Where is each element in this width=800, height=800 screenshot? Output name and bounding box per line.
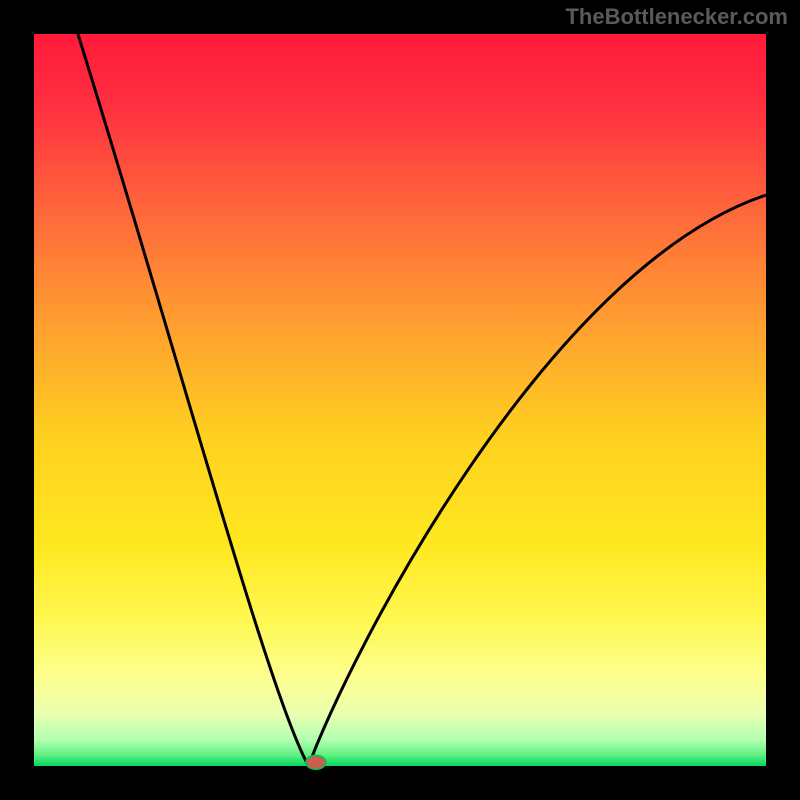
watermark-text: TheBottlenecker.com xyxy=(565,4,788,30)
optimal-point-marker xyxy=(306,755,326,769)
chart-svg xyxy=(0,0,800,800)
chart-container: TheBottlenecker.com xyxy=(0,0,800,800)
plot-background xyxy=(34,34,766,766)
